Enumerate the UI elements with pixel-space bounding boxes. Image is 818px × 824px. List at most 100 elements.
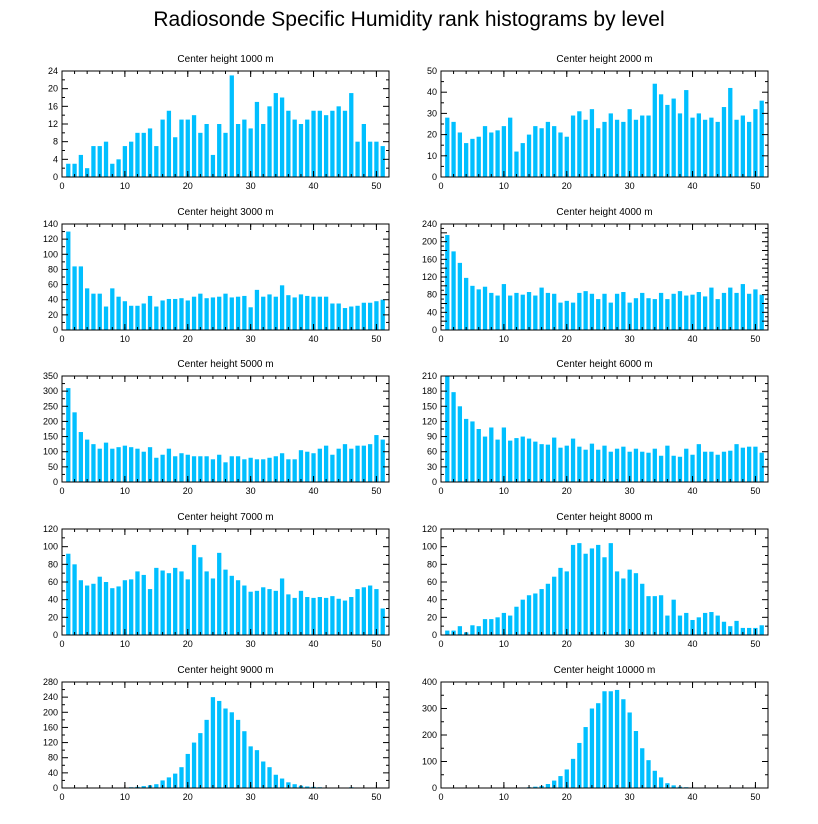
y-tick-label: 160	[422, 254, 437, 264]
histogram-bar	[248, 128, 253, 177]
histogram-bar	[305, 786, 310, 788]
histogram-bar	[235, 456, 241, 482]
histogram-bar	[690, 117, 695, 177]
histogram-bar	[690, 619, 695, 635]
histogram-bar	[677, 615, 683, 635]
y-tick-label: 400	[422, 677, 437, 687]
histogram-bar	[229, 75, 234, 177]
histogram-bar	[602, 557, 607, 635]
histogram-bar	[526, 134, 532, 177]
histogram-bar	[166, 448, 172, 482]
histogram-bar	[292, 597, 297, 635]
histogram-bar	[564, 300, 569, 330]
histogram-bar	[734, 620, 739, 635]
histogram-bar	[671, 455, 676, 482]
histogram-bar	[671, 293, 676, 330]
histogram-panel: Center height 8000 m 0 10 20 30 40 50 0 20 40 60 80…	[422, 512, 769, 649]
histogram-bar	[367, 302, 373, 330]
histogram-bar	[154, 567, 159, 635]
histogram-bar	[721, 451, 727, 482]
histogram-bar	[210, 297, 216, 330]
histogram-bar	[545, 444, 551, 482]
histogram-bar	[646, 298, 651, 330]
histogram-bar	[539, 589, 544, 635]
histogram-bar	[652, 770, 657, 788]
histogram-bar	[658, 455, 664, 482]
histogram-bar	[451, 251, 456, 330]
histogram-bar	[577, 111, 582, 177]
histogram-bar	[166, 298, 172, 330]
histogram-bar	[217, 296, 222, 330]
histogram-bar	[204, 298, 209, 330]
x-tick-label: 10	[499, 486, 509, 496]
y-tick-label: 0	[432, 630, 437, 640]
histogram-bar	[286, 110, 291, 177]
y-tick-label: 350	[43, 371, 58, 381]
y-tick-label: 80	[427, 290, 437, 300]
histogram-bar	[273, 296, 278, 330]
histogram-bar	[684, 612, 689, 635]
histogram-bar	[564, 571, 569, 635]
histogram-bar	[97, 146, 102, 177]
histogram-bar	[267, 106, 272, 177]
y-tick-label: 80	[48, 264, 58, 274]
histogram-bar	[501, 612, 507, 635]
histogram-bar	[589, 548, 595, 635]
histogram-bar	[78, 266, 84, 330]
panel-title: Center height 1000 m	[177, 54, 273, 65]
x-tick-label: 40	[688, 639, 698, 649]
x-tick-label: 20	[183, 334, 193, 344]
histogram-bar	[103, 582, 109, 635]
histogram-bar	[533, 593, 538, 635]
histogram-bar	[665, 104, 670, 177]
histogram-bar	[627, 569, 632, 635]
histogram-bar	[85, 288, 90, 330]
histogram-panel: Center height 6000 m 0 10 20 30 40 50 0 30 60 90 12…	[422, 359, 769, 496]
histogram-bar	[261, 459, 266, 482]
x-tick-label: 10	[120, 181, 130, 191]
histogram-bar	[464, 277, 469, 330]
histogram-bar	[292, 297, 297, 330]
histogram-bar	[665, 299, 670, 330]
y-tick-label: 40	[427, 595, 437, 605]
histogram-bar	[135, 448, 140, 482]
histogram-bar	[677, 456, 683, 482]
histogram-bar	[759, 100, 764, 177]
histogram-bar	[470, 138, 475, 177]
x-tick-label: 50	[371, 334, 381, 344]
histogram-bar	[330, 110, 335, 177]
histogram-bar	[489, 132, 494, 177]
histogram-bar	[577, 543, 582, 635]
histogram-bar	[464, 418, 469, 482]
histogram-bar	[235, 719, 241, 788]
histogram-bar	[154, 457, 159, 482]
y-tick-label: 60	[427, 447, 437, 457]
x-tick-label: 50	[371, 181, 381, 191]
y-tick-label: 60	[48, 577, 58, 587]
histogram-bar	[349, 93, 354, 177]
x-tick-label: 50	[750, 486, 760, 496]
y-tick-label: 120	[43, 234, 58, 244]
x-tick-label: 30	[246, 792, 256, 802]
histogram-bar	[608, 543, 613, 635]
y-tick-label: 40	[427, 307, 437, 317]
histogram-bar	[633, 298, 639, 330]
y-tick-label: 60	[48, 280, 58, 290]
histogram-bar	[261, 761, 266, 788]
histogram-bar	[223, 293, 228, 330]
x-tick-label: 0	[59, 486, 64, 496]
y-tick-label: 30	[427, 108, 437, 118]
histogram-bar	[191, 544, 197, 635]
y-tick-label: 20	[48, 84, 58, 94]
histogram-bar	[323, 597, 329, 635]
histogram-bar	[141, 786, 146, 788]
y-tick-label: 20	[48, 310, 58, 320]
histogram-bar	[141, 451, 146, 482]
x-tick-label: 30	[246, 334, 256, 344]
histogram-bar	[684, 295, 689, 330]
histogram-bar	[696, 617, 701, 635]
histogram-panel: Center height 2000 m 0 10 20 30 40 50 0 10 20 30 40…	[427, 54, 769, 191]
histogram-bar	[198, 733, 203, 788]
histogram-bar	[570, 438, 576, 482]
histogram-bar	[122, 580, 128, 635]
